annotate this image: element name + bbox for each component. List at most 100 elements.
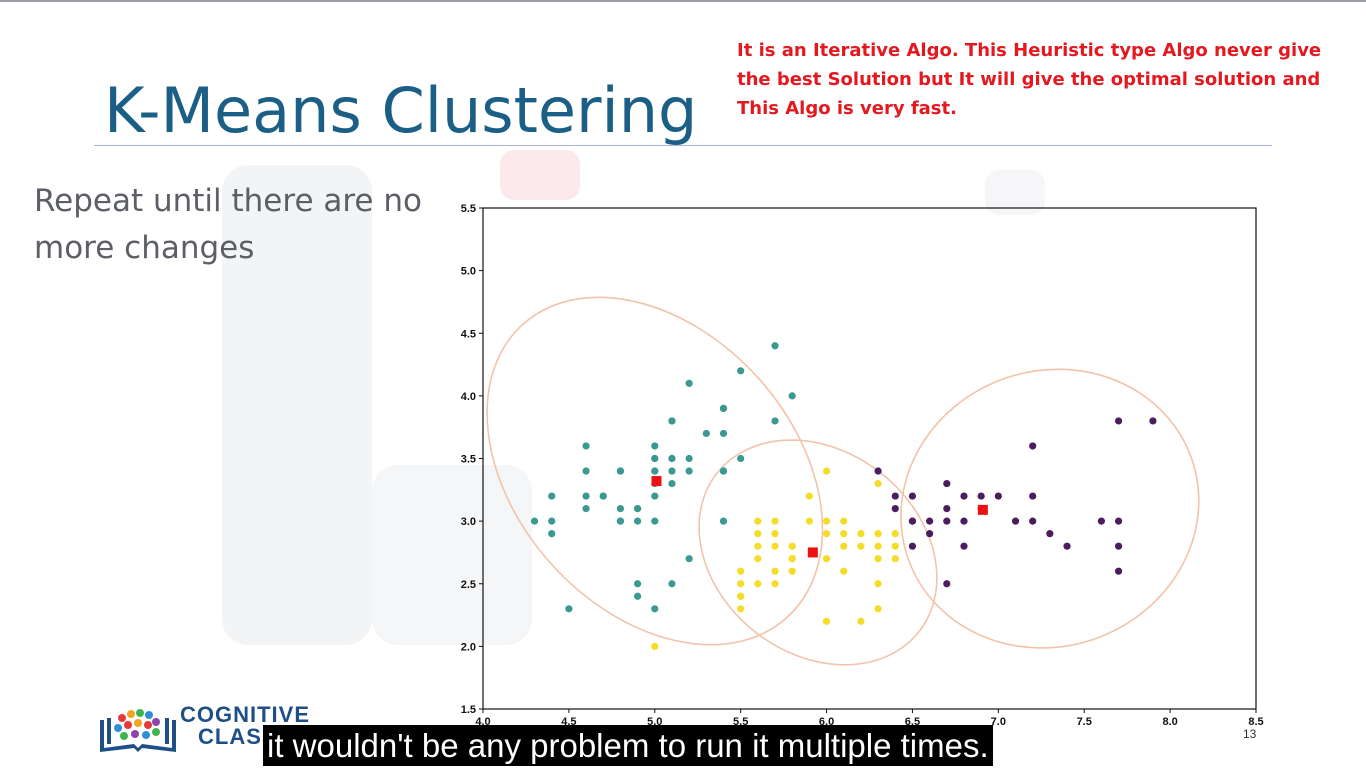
- data-point-cluster-3: [908, 542, 917, 550]
- data-point-cluster-2: [840, 530, 848, 538]
- y-tick-label: 2.5: [461, 579, 476, 591]
- y-tick-label: 5.5: [461, 203, 476, 215]
- watermark-shape: [222, 165, 372, 645]
- watermark-shape: [500, 150, 580, 200]
- data-point-cluster-3: [926, 517, 934, 525]
- data-point-cluster-2: [771, 530, 779, 538]
- data-point-cluster-1: [788, 392, 796, 400]
- data-point-cluster-1: [548, 517, 556, 525]
- data-point-cluster-2: [771, 580, 779, 588]
- data-point-cluster-1: [582, 505, 590, 513]
- data-point-cluster-3: [943, 479, 951, 488]
- data-point-cluster-1: [685, 555, 693, 563]
- data-point-cluster-1: [668, 479, 676, 488]
- y-tick-label: 1.5: [461, 704, 476, 716]
- books-brain-icon: [100, 709, 176, 752]
- data-point-cluster-1: [548, 492, 556, 500]
- data-point-cluster-1: [668, 467, 676, 475]
- data-point-cluster-1: [668, 580, 676, 588]
- y-tick-label: 4.5: [461, 328, 476, 340]
- data-point-cluster-1: [771, 417, 779, 425]
- data-point-cluster-3: [943, 580, 951, 588]
- data-point-cluster-3: [1063, 542, 1071, 550]
- data-point-cluster-2: [822, 467, 831, 475]
- data-point-cluster-1: [634, 505, 642, 513]
- data-point-cluster-2: [805, 492, 813, 500]
- data-point-cluster-3: [1046, 530, 1054, 538]
- data-point-cluster-2: [822, 555, 831, 563]
- data-point-cluster-3: [1097, 517, 1105, 525]
- axes: 4.0 4.5 5.0 5.5 6.0 6.5 7.0 7.5 8.0 8.51.52.02.53…: [461, 203, 1264, 728]
- data-point-cluster-1: [719, 404, 728, 412]
- data-point-cluster-1: [651, 605, 659, 613]
- data-point-cluster-1: [651, 442, 659, 450]
- data-point-cluster-2: [840, 517, 848, 525]
- data-point-cluster-2: [771, 542, 779, 550]
- data-point-cluster-3: [960, 542, 968, 550]
- cluster-outline: [486, 296, 824, 646]
- data-point-cluster-2: [891, 530, 899, 538]
- data-point-cluster-2: [771, 567, 779, 575]
- data-point-cluster-1: [616, 505, 625, 513]
- data-point-cluster-3: [994, 492, 1002, 500]
- data-point-cluster-2: [737, 605, 745, 613]
- data-point-cluster-3: [891, 505, 899, 513]
- data-point-cluster-2: [788, 555, 796, 563]
- data-point-cluster-1: [651, 492, 659, 500]
- data-point-cluster-3: [977, 492, 985, 500]
- data-point-cluster-3: [908, 492, 917, 500]
- data-point-cluster-1: [582, 442, 590, 450]
- data-point-cluster-2: [891, 542, 899, 550]
- data-point-cluster-2: [754, 580, 762, 588]
- data-point-cluster-1: [634, 592, 642, 600]
- data-point-cluster-3: [1114, 567, 1123, 575]
- data-point-cluster-2: [874, 580, 882, 588]
- data-point-cluster-1: [668, 454, 676, 463]
- data-point-cluster-2: [754, 517, 762, 525]
- data-point-cluster-3: [943, 517, 951, 525]
- data-point-cluster-1: [771, 342, 779, 350]
- y-tick-label: 2.0: [461, 641, 476, 653]
- data-point-cluster-1: [530, 517, 539, 525]
- data-point-cluster-2: [737, 580, 745, 588]
- data-point-cluster-1: [737, 454, 745, 463]
- data-points: [530, 342, 1157, 650]
- logo-line-2: CLASS: [198, 724, 278, 749]
- data-point-cluster-2: [891, 555, 899, 563]
- data-point-cluster-2: [857, 617, 865, 625]
- cluster-ellipses: [486, 296, 1200, 666]
- data-point-cluster-1: [685, 379, 693, 387]
- data-point-cluster-2: [822, 617, 831, 625]
- data-point-cluster-1: [651, 517, 659, 525]
- page-number: 13: [1243, 727, 1257, 741]
- data-point-cluster-1: [634, 580, 642, 588]
- data-point-cluster-3: [926, 530, 934, 538]
- data-point-cluster-3: [1149, 417, 1157, 425]
- data-point-cluster-1: [702, 429, 710, 438]
- data-point-cluster-1: [719, 429, 728, 438]
- data-point-cluster-1: [651, 467, 659, 475]
- data-point-cluster-2: [771, 517, 779, 525]
- data-point-cluster-1: [565, 605, 573, 613]
- data-point-cluster-2: [754, 530, 762, 538]
- top-border: [0, 0, 1366, 2]
- cognitive-class-logo: COGNITIVE CLASS: [98, 704, 318, 756]
- data-point-cluster-2: [874, 605, 882, 613]
- data-point-cluster-2: [754, 542, 762, 550]
- centroids: [651, 476, 988, 558]
- scatter-plot: 4.0 4.5 5.0 5.5 6.0 6.5 7.0 7.5 8.0 8.51.52.02.53…: [461, 203, 1264, 728]
- data-point-cluster-2: [857, 542, 865, 550]
- data-point-cluster-3: [874, 467, 882, 475]
- data-point-cluster-3: [1029, 517, 1037, 525]
- data-point-cluster-2: [874, 542, 882, 550]
- data-point-cluster-2: [857, 530, 865, 538]
- data-point-cluster-1: [737, 367, 745, 375]
- data-point-cluster-2: [822, 517, 831, 525]
- data-point-cluster-3: [943, 505, 951, 513]
- centroid-marker: [807, 547, 818, 558]
- data-point-cluster-2: [805, 517, 813, 525]
- x-tick-label: 7.5: [1077, 716, 1092, 728]
- data-point-cluster-1: [719, 517, 728, 525]
- data-point-cluster-3: [1029, 492, 1037, 500]
- data-point-cluster-2: [874, 555, 882, 563]
